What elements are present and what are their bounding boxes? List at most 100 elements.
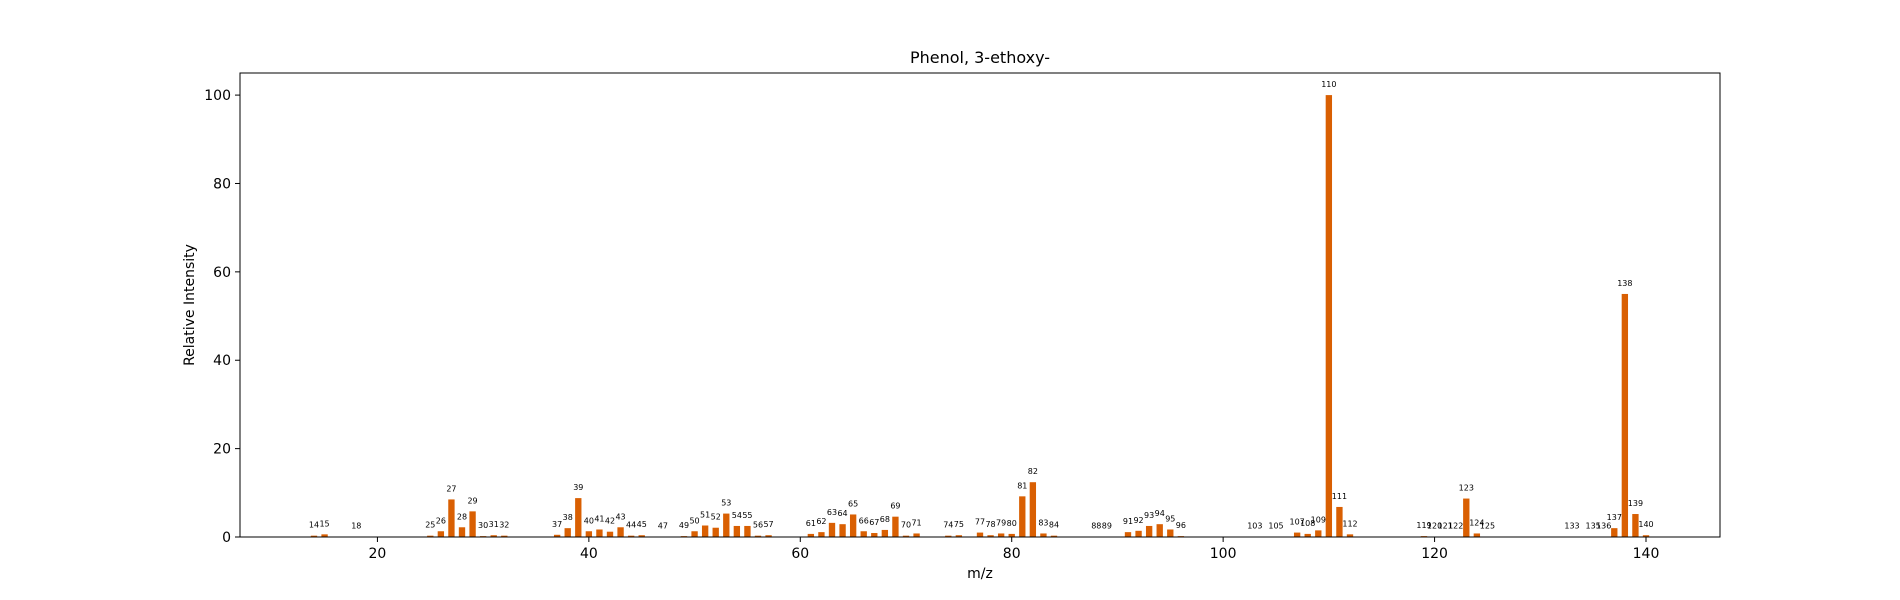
- bar-mz-41: [596, 529, 603, 537]
- peak-label-66: 66: [859, 516, 869, 525]
- peak-label-25: 25: [425, 521, 435, 530]
- bar-mz-54: [733, 525, 741, 537]
- bar-mz-77: [976, 532, 984, 537]
- peak-label-108: 108: [1300, 519, 1315, 528]
- y-tick-label: 100: [204, 88, 231, 104]
- x-tick-label: 80: [1003, 546, 1021, 562]
- peak-label-62: 62: [816, 517, 826, 526]
- peak-label-44: 44: [626, 521, 636, 530]
- bar-mz-69: [892, 516, 899, 537]
- bar-mz-138: [1621, 293, 1629, 537]
- bar-mz-43: [617, 527, 624, 537]
- bar-mz-53: [723, 513, 730, 537]
- bar-mz-40: [585, 531, 593, 537]
- peak-label-27: 27: [446, 484, 456, 493]
- peak-label-91: 91: [1123, 517, 1133, 526]
- x-tick-label: 40: [580, 546, 598, 562]
- y-axis-label: Relative Intensity: [182, 244, 198, 366]
- peak-label-64: 64: [837, 509, 847, 518]
- bar-mz-75: [955, 535, 963, 537]
- bar-mz-78: [987, 535, 994, 537]
- peak-label-138: 138: [1617, 279, 1632, 288]
- peak-label-135: 135: [1586, 522, 1601, 531]
- bar-mz-26: [437, 531, 445, 537]
- peak-label-45: 45: [637, 520, 647, 529]
- peak-label-124: 124: [1469, 518, 1484, 527]
- peak-label-93: 93: [1144, 511, 1154, 520]
- x-tick-label: 20: [369, 546, 387, 562]
- bar-mz-84: [1050, 535, 1058, 537]
- peak-label-137: 137: [1607, 513, 1622, 522]
- y-tick-label: 60: [213, 265, 231, 281]
- y-tick-label: 40: [213, 353, 231, 369]
- bar-mz-44: [627, 535, 635, 537]
- peak-label-74: 74: [943, 521, 953, 530]
- bar-mz-108: [1304, 533, 1311, 537]
- bar-mz-27: [448, 499, 455, 537]
- peak-label-133: 133: [1564, 522, 1579, 531]
- peak-label-103: 103: [1247, 522, 1262, 531]
- bar-mz-55: [744, 525, 751, 537]
- bar-mz-109: [1315, 530, 1322, 537]
- y-tick-label: 80: [213, 176, 231, 192]
- peak-label-18: 18: [351, 522, 361, 531]
- peak-label-110: 110: [1321, 80, 1336, 89]
- peak-label-53: 53: [721, 499, 731, 508]
- bar-mz-32: [501, 535, 508, 537]
- peak-label-63: 63: [827, 508, 837, 517]
- chart-title: Phenol, 3-ethoxy-: [910, 48, 1050, 67]
- peak-label-107: 107: [1290, 518, 1305, 527]
- bar-mz-50: [691, 531, 698, 537]
- bar-series: [310, 95, 1650, 537]
- bar-mz-61: [807, 533, 815, 537]
- bar-mz-14: [310, 535, 318, 537]
- peak-label-56: 56: [753, 521, 763, 530]
- peak-label-84: 84: [1049, 521, 1059, 530]
- peak-label-79: 79: [996, 518, 1006, 527]
- peak-label-37: 37: [552, 520, 562, 529]
- peak-label-92: 92: [1133, 516, 1143, 525]
- peak-label-120: 120: [1427, 522, 1442, 531]
- peak-label-105: 105: [1268, 522, 1283, 531]
- peak-label-125: 125: [1480, 522, 1495, 531]
- bar-mz-94: [1156, 524, 1163, 537]
- peak-label-28: 28: [457, 512, 467, 521]
- peak-label-140: 140: [1638, 520, 1653, 529]
- peak-label-29: 29: [467, 496, 477, 505]
- y-tick-label: 0: [222, 530, 231, 546]
- bar-mz-70: [902, 535, 910, 537]
- bar-mz-42: [606, 531, 614, 537]
- x-axis-ticks: 20 40 60 80 100 120 140: [369, 537, 1659, 562]
- bar-mz-68: [881, 529, 889, 537]
- x-tick-label: 60: [791, 546, 809, 562]
- peak-label-96: 96: [1176, 521, 1186, 530]
- peak-label-111: 111: [1332, 492, 1347, 501]
- peak-label-123: 123: [1459, 484, 1474, 493]
- bar-mz-31: [490, 535, 497, 537]
- bar-mz-45: [638, 535, 645, 537]
- peak-label-41: 41: [594, 514, 604, 523]
- peak-label-69: 69: [890, 502, 900, 511]
- bar-mz-107: [1293, 532, 1301, 537]
- peak-label-119: 119: [1416, 521, 1431, 530]
- x-tick-label: 100: [1210, 546, 1237, 562]
- peak-label-139: 139: [1628, 499, 1643, 508]
- bar-mz-57: [765, 535, 772, 537]
- bar-mz-56: [754, 535, 762, 537]
- peak-label-15: 15: [319, 519, 329, 528]
- peak-label-31: 31: [489, 520, 499, 529]
- peak-label-71: 71: [911, 518, 921, 527]
- x-tick-label: 120: [1421, 546, 1448, 562]
- peak-label-67: 67: [869, 518, 879, 527]
- peak-label-88: 88: [1091, 522, 1101, 531]
- bar-mz-74: [945, 535, 952, 537]
- peak-label-122: 122: [1448, 522, 1463, 531]
- bar-mz-111: [1336, 506, 1343, 537]
- peak-label-43: 43: [615, 512, 625, 521]
- bar-mz-80: [1008, 533, 1015, 537]
- peak-label-57: 57: [763, 520, 773, 529]
- bar-mz-137: [1611, 528, 1618, 537]
